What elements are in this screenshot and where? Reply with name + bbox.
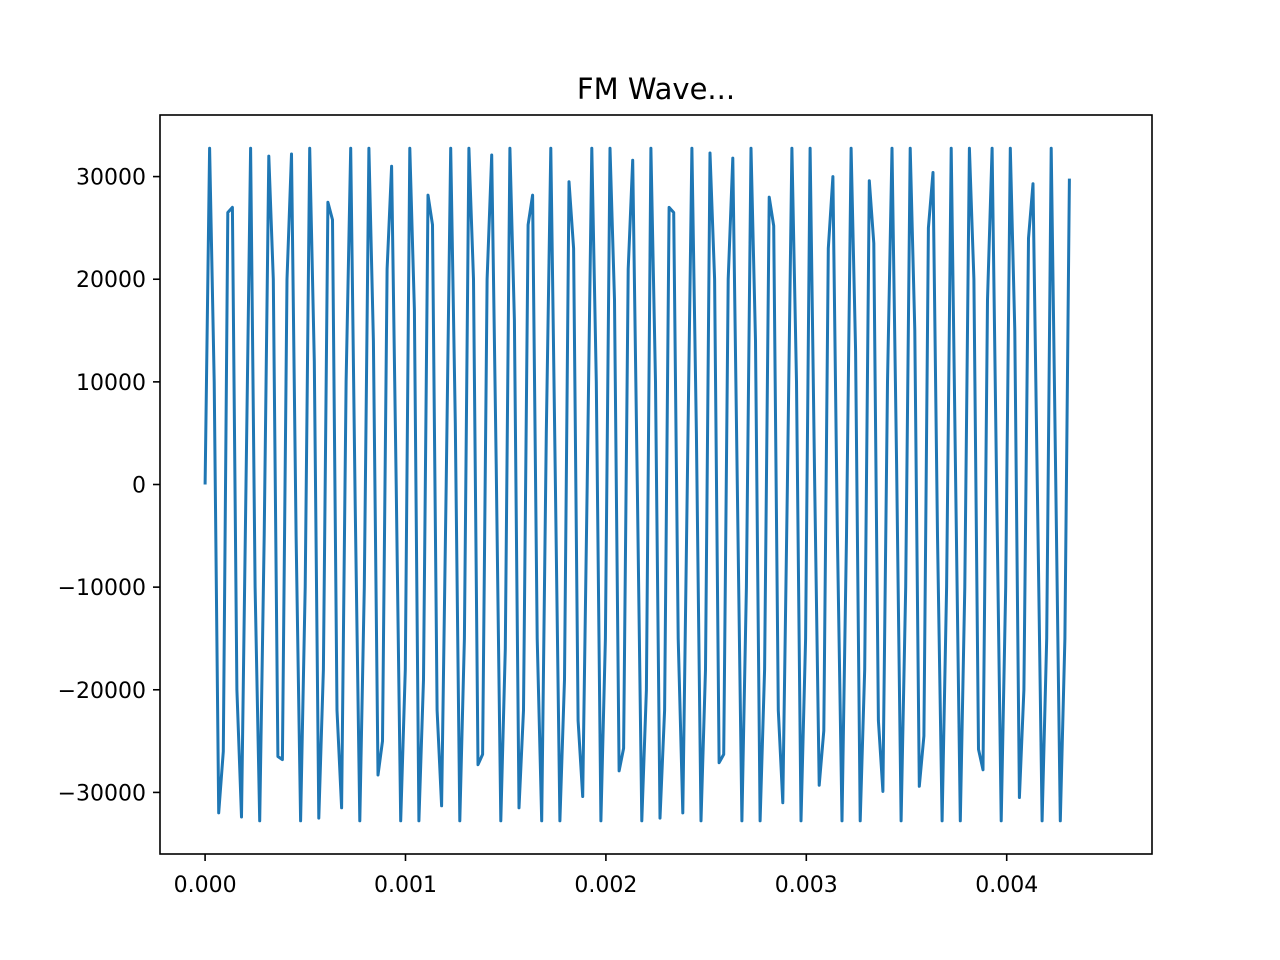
x-tick-label: 0.002 bbox=[574, 873, 637, 898]
y-tick-label: 30000 bbox=[76, 166, 146, 191]
x-tick-label: 0.003 bbox=[775, 873, 838, 898]
x-axis: 0.000 0.001 0.002 0.003 0.004 bbox=[174, 854, 1038, 898]
y-axis: 30000 20000 10000 0 −10000 −20000 −30000 bbox=[58, 166, 160, 806]
x-tick-label: 0.000 bbox=[174, 873, 237, 898]
y-tick-label: 20000 bbox=[76, 268, 146, 293]
series-line bbox=[203, 146, 1071, 823]
x-tick-label: 0.004 bbox=[975, 873, 1038, 898]
axes-frame bbox=[159, 114, 1153, 855]
y-tick-label: 0 bbox=[132, 474, 146, 499]
y-tick-label: −30000 bbox=[58, 781, 146, 806]
y-tick-label: −20000 bbox=[58, 679, 146, 704]
y-tick-label: 10000 bbox=[76, 371, 146, 396]
x-tick-label: 0.001 bbox=[374, 873, 437, 898]
chart-title: FM Wave... bbox=[577, 72, 735, 106]
y-tick-label: −10000 bbox=[58, 576, 146, 601]
